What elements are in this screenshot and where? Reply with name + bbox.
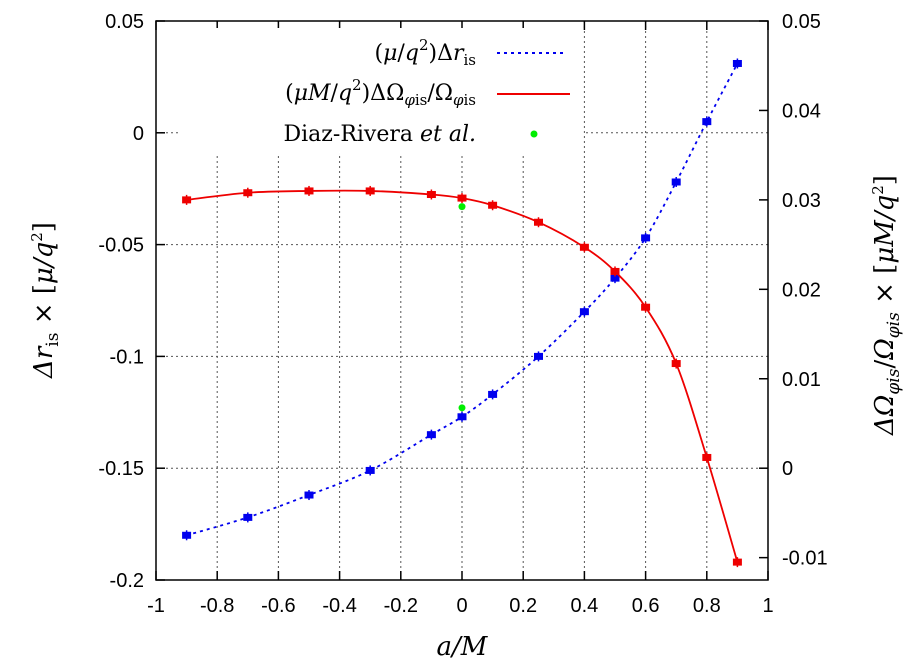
y-right-tick-label: 0.04: [782, 100, 821, 122]
data-point: [243, 189, 253, 197]
data-point: [243, 513, 253, 521]
data-point: [641, 234, 651, 242]
x-tick-label: -1: [147, 595, 165, 617]
data-point: [732, 558, 742, 566]
x-axis-label: a/M: [437, 632, 489, 662]
axis-ticks: -1 -0.8 -0.6 -0.4 -0.2 0 0.2 0.4 0.6 0.8 1 0.05 0 -0.…: [98, 11, 827, 617]
data-point: [671, 178, 681, 186]
y-left-tick-label: -0.05: [98, 235, 144, 257]
data-point-diaz-rivera: [458, 203, 466, 211]
data-point: [702, 118, 712, 126]
y-left-axis-label: Δris × [μ/q2]: [28, 222, 63, 379]
legend-label-diaz: Diaz-Rivera et al.: [284, 122, 477, 147]
data-point: [610, 274, 620, 282]
data-point: [488, 390, 498, 398]
x-tick-label: -0.4: [322, 595, 356, 617]
x-tick-label: -0.8: [200, 595, 234, 617]
legend-background: [178, 28, 583, 154]
data-point: [671, 360, 681, 368]
x-tick-label: -0.6: [261, 595, 295, 617]
data-point: [365, 187, 375, 195]
y-left-tick-label: 0: [133, 123, 144, 145]
data-point: [534, 218, 543, 226]
y-right-tick-label: -0.01: [782, 548, 828, 570]
y-right-tick-label: 0.03: [782, 190, 821, 212]
data-point: [457, 194, 467, 202]
data-point: [579, 243, 589, 251]
x-tick-label: -0.2: [384, 595, 418, 617]
data-point: [182, 531, 192, 539]
legend-swatch-diaz: [530, 130, 538, 138]
data-point: [488, 201, 498, 209]
data-point-diaz-rivera: [458, 404, 466, 412]
data-series: [182, 58, 742, 568]
y-left-tick-label: -0.15: [98, 458, 144, 480]
y-left-tick-label: -0.2: [110, 570, 144, 592]
x-tick-label: 0.2: [509, 595, 537, 617]
data-point: [304, 187, 314, 195]
data-point: [365, 466, 375, 474]
y-right-tick-label: 0.01: [782, 369, 821, 391]
x-tick-label: 0: [456, 595, 467, 617]
y-left-tick-label: 0.05: [105, 11, 144, 33]
data-point: [732, 59, 742, 67]
y-left-tick-label: -0.1: [110, 346, 144, 368]
data-point: [426, 191, 436, 199]
legend: (μ/q2)Δris (μM/q2)ΔΩφis/Ωφis Diaz-Rivera…: [178, 28, 583, 154]
x-tick-label: 0.4: [570, 595, 598, 617]
data-point: [304, 491, 314, 499]
y-right-tick-label: 0.05: [782, 11, 821, 33]
data-point: [182, 196, 192, 204]
data-point: [579, 308, 589, 316]
data-point: [610, 267, 620, 275]
legend-label-domega: (μM/q2)ΔΩφis/Ωφis: [285, 76, 476, 109]
data-point: [702, 453, 712, 461]
data-point: [426, 431, 436, 439]
series-line-0: [186, 63, 739, 537]
grid-lines: [156, 21, 768, 580]
x-tick-label: 0.6: [632, 595, 660, 617]
y-right-tick-label: 0.02: [782, 279, 821, 301]
y-right-tick-label: 0: [782, 458, 793, 480]
data-point: [641, 303, 651, 311]
x-tick-label: 1: [762, 595, 773, 617]
y-right-axis-label: ΔΩφis/Ωφis × [μM/q2]: [869, 175, 904, 436]
data-point: [534, 352, 543, 360]
data-point: [457, 413, 467, 421]
series-line-1: [186, 189, 739, 563]
x-tick-label: 0.8: [693, 595, 721, 617]
